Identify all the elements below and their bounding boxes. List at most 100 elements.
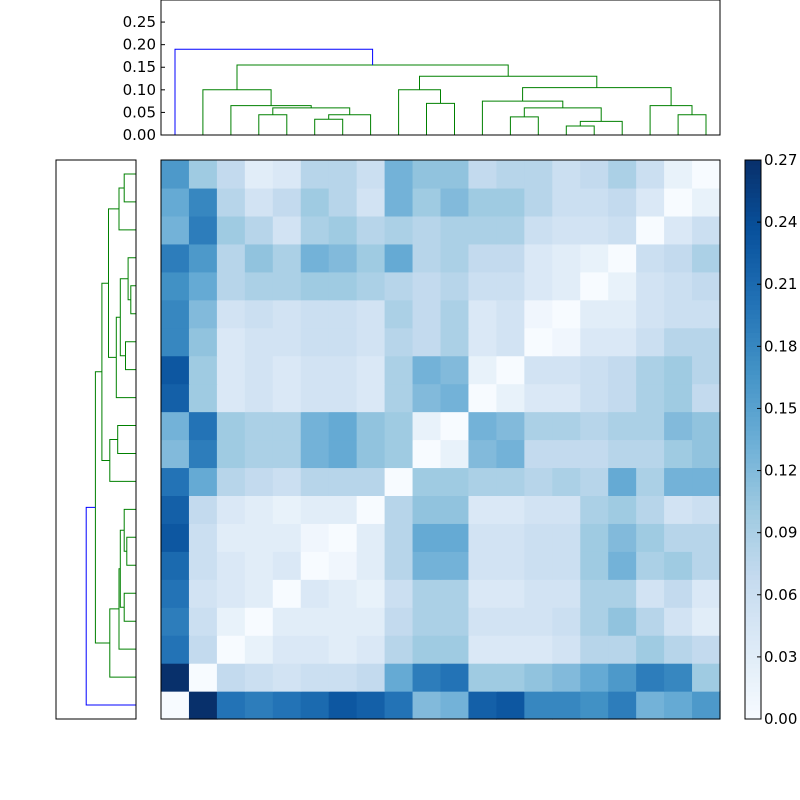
heatmap-cell: [552, 551, 581, 580]
colorbar-segment: [745, 583, 761, 590]
heatmap-cell: [272, 523, 302, 552]
heatmap-cell: [216, 411, 246, 441]
heatmap-cell: [692, 327, 721, 357]
heatmap-cell: [580, 160, 609, 189]
heatmap-cell: [384, 551, 414, 580]
heatmap-cell: [580, 383, 609, 413]
heatmap-cell: [496, 355, 525, 385]
heatmap-cell: [412, 439, 442, 469]
heatmap-cell: [496, 663, 525, 692]
heatmap-cell: [524, 691, 553, 720]
heatmap-cell: [608, 383, 637, 413]
heatmap-cell: [552, 187, 581, 217]
heatmap-cell: [384, 495, 414, 524]
heatmap-cell: [440, 243, 470, 273]
colorbar-segment: [745, 593, 761, 599]
heatmap-cell: [161, 243, 190, 273]
heatmap-cell: [356, 187, 386, 217]
heatmap-cell: [244, 691, 274, 720]
colorbar-segment: [745, 528, 761, 534]
heatmap-cell: [608, 523, 637, 552]
heatmap-cell: [244, 215, 274, 245]
heatmap-cell: [188, 215, 218, 245]
top-dendrogram-link: [328, 114, 372, 135]
colorbar-tick-label: 0.27: [764, 151, 797, 169]
heatmap-cell: [188, 439, 218, 469]
heatmap-cell: [608, 467, 637, 496]
heatmap-cell: [328, 327, 358, 357]
heatmap-cell: [608, 271, 637, 301]
colorbar-segment: [745, 560, 761, 566]
heatmap-cell: [161, 327, 190, 357]
heatmap-cell: [468, 663, 497, 692]
heatmap-cell: [664, 243, 693, 273]
heatmap-cell: [496, 411, 525, 441]
heatmap-cell: [468, 495, 497, 524]
heatmap-cell: [496, 271, 525, 301]
heatmap-cell: [356, 160, 386, 189]
heatmap-cell: [328, 663, 358, 692]
heatmap-cell: [384, 411, 414, 441]
colorbar-segment: [745, 350, 761, 357]
heatmap-cell: [384, 187, 414, 217]
heatmap-cell: [161, 215, 190, 245]
heatmap-cell: [244, 551, 274, 580]
left-dendrogram-link: [117, 425, 136, 454]
heatmap-cell: [608, 160, 637, 189]
colorbar-segment: [745, 411, 761, 417]
heatmap-cell: [608, 411, 637, 441]
heatmap-cell: [161, 271, 190, 301]
heatmap-cell: [664, 271, 693, 301]
heatmap-cell: [328, 691, 358, 720]
colorbar-segment: [745, 253, 761, 259]
heatmap-cell: [412, 299, 442, 329]
heatmap-cell: [300, 187, 330, 217]
heatmap-cell: [300, 635, 330, 664]
heatmap-cell: [440, 607, 470, 636]
heatmap-cell: [384, 663, 414, 692]
colorbar-segment: [745, 402, 761, 408]
colorbar-segment: [745, 187, 761, 194]
top-dendrogram-link: [230, 105, 312, 135]
heatmap-cell: [300, 271, 330, 301]
colorbar-tick-label: 0.15: [764, 399, 797, 417]
colorbar-segment: [745, 709, 761, 715]
colorbar-segment: [745, 555, 761, 562]
top-dendrogram-tick-label: 0.00: [123, 126, 156, 144]
heatmap-cell: [580, 495, 609, 524]
colorbar-segment: [745, 234, 761, 240]
colorbar-segment: [745, 481, 761, 487]
colorbar-segment: [745, 602, 761, 608]
top-dendrogram-link: [258, 114, 288, 135]
colorbar-segment: [745, 257, 761, 264]
heatmap-cell: [272, 411, 302, 441]
colorbar-tick-label: 0.12: [764, 462, 797, 480]
heatmap-cell: [664, 439, 693, 469]
colorbar-segment: [745, 458, 761, 464]
colorbar-segment: [745, 173, 761, 180]
heatmap-cell: [692, 607, 721, 636]
heatmap-cell: [524, 383, 553, 413]
heatmap-cell: [664, 607, 693, 636]
heatmap-cell: [524, 523, 553, 552]
heatmap-cell: [524, 607, 553, 636]
heatmap-cell: [692, 691, 721, 720]
heatmap-cell: [300, 327, 330, 357]
heatmap-cell: [552, 411, 581, 441]
colorbar-segment: [745, 672, 761, 678]
heatmap-cell: [272, 243, 302, 273]
colorbar-segment: [745, 500, 761, 506]
top-dendrogram-link: [649, 105, 693, 135]
heatmap-cell: [412, 635, 442, 664]
colorbar-segment: [745, 346, 761, 352]
heatmap-cell: [468, 271, 497, 301]
heatmap-cell: [216, 551, 246, 580]
colorbar-segment: [745, 378, 761, 385]
heatmap-cell: [300, 663, 330, 692]
heatmap-cell: [496, 243, 525, 273]
heatmap-cell: [580, 523, 609, 552]
heatmap-cell: [300, 383, 330, 413]
colorbar-segment: [745, 546, 761, 552]
colorbar-segment: [745, 225, 761, 231]
heatmap-cell: [608, 691, 637, 720]
